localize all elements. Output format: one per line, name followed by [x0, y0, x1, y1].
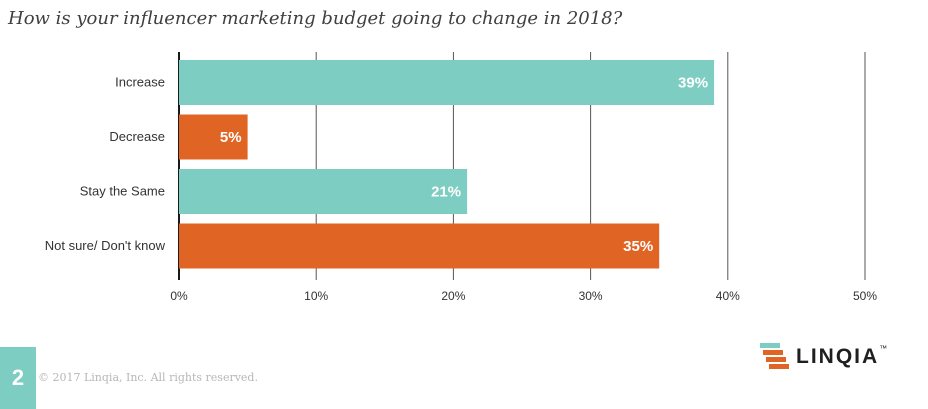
category-label: Increase	[115, 75, 165, 90]
copyright-text: © 2017 Linqia, Inc. All rights reserved.	[38, 371, 258, 384]
logo-wordmark: LINQIA	[796, 345, 880, 368]
chart-title: How is your influencer marketing budget …	[8, 8, 623, 29]
bars: 39% 5% 21% 35%	[179, 60, 715, 269]
bar	[179, 169, 468, 214]
x-tick-label: 20%	[441, 289, 465, 303]
category-label: Stay the Same	[80, 184, 165, 199]
category-label: Not sure/ Don't know	[45, 238, 166, 253]
x-tick-label: 0%	[170, 289, 188, 303]
x-tick-label: 30%	[579, 289, 603, 303]
x-axis-ticks: 0% 10% 20% 30% 40% 50%	[170, 289, 877, 303]
data-label: 35%	[623, 238, 653, 255]
data-label: 39%	[678, 75, 708, 92]
x-tick-label: 50%	[853, 289, 877, 303]
page-number: 2	[0, 347, 36, 409]
bar	[179, 223, 660, 269]
x-tick-label: 10%	[304, 289, 328, 303]
linqia-logo-icon	[760, 343, 789, 369]
category-labels: Increase Decrease Stay the Same Not sure/ D…	[45, 75, 166, 254]
category-label: Decrease	[109, 129, 165, 144]
x-tick-label: 40%	[716, 289, 740, 303]
bar	[179, 60, 715, 105]
data-label: 21%	[431, 184, 461, 201]
bar	[179, 114, 248, 160]
trademark-symbol: ™	[879, 344, 888, 353]
linqia-logo: LINQIA ™	[760, 340, 887, 374]
data-label: 5%	[220, 129, 242, 146]
